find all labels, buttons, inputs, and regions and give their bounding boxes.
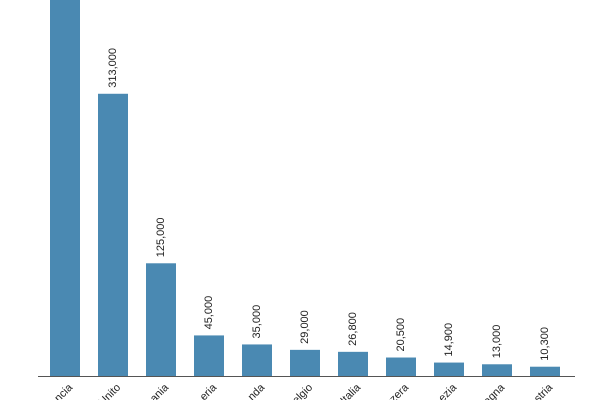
x-tick-label: Italia: [338, 381, 364, 400]
value-label: 125,000: [155, 218, 167, 258]
value-label: 14,900: [443, 323, 455, 357]
x-tick-label: ncia: [52, 381, 75, 400]
value-label: 26,800: [347, 312, 359, 346]
value-label: 20,500: [395, 318, 407, 352]
bar: [434, 362, 464, 376]
x-tick-label: nda: [246, 381, 268, 400]
x-tick-label: elgio: [290, 382, 315, 400]
value-label: 29,000: [299, 310, 311, 344]
bar: [194, 335, 224, 376]
x-tick-label: ania: [148, 381, 172, 400]
value-label: 10,300: [539, 327, 551, 361]
value-label: 45,000: [203, 296, 215, 330]
bar: [338, 351, 368, 376]
bar: [386, 357, 416, 376]
bar: [98, 93, 128, 376]
bar: [530, 366, 560, 376]
value-label: 13,000: [491, 325, 503, 359]
x-tick-label: Unito: [97, 382, 124, 400]
x-tick-label: eria: [198, 381, 220, 400]
x-tick-label: stria: [532, 381, 556, 400]
bar: [482, 364, 512, 376]
value-label: 35,000: [251, 305, 263, 339]
bar: [290, 349, 320, 376]
value-label: 313,000: [107, 48, 119, 88]
x-tick-label: izzera: [382, 381, 412, 400]
bar: [146, 263, 176, 376]
bar: [50, 0, 80, 376]
bar: [242, 344, 272, 376]
x-tick-label: agna: [481, 381, 507, 400]
x-tick-label: ezia: [436, 381, 459, 400]
